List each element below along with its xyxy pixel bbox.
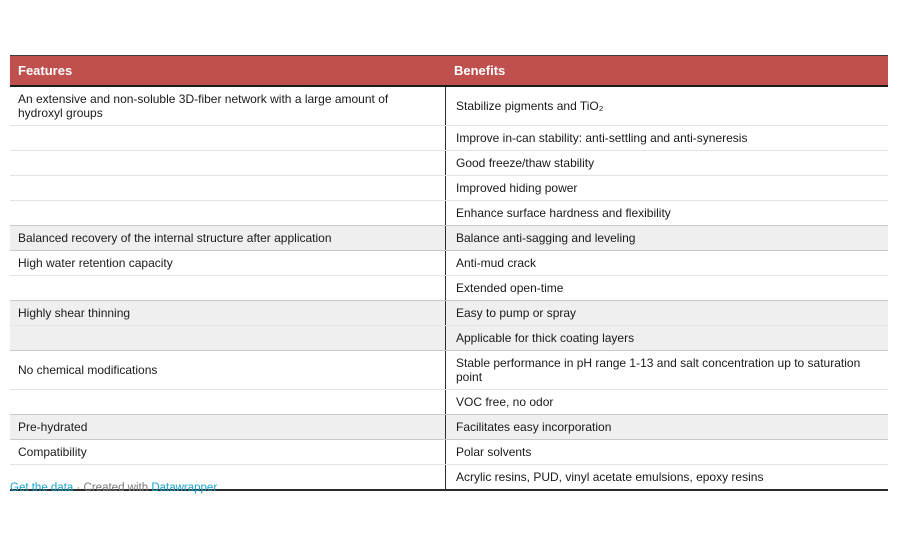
benefit-cell: Applicable for thick coating layers	[456, 331, 635, 345]
footer-separator: ·	[76, 482, 81, 494]
attribution-footer: Get the data · Created with Datawrapper	[10, 481, 217, 495]
table-row: Improved hiding power	[10, 176, 888, 201]
created-with-text: Created with	[83, 482, 149, 494]
benefit-cell: VOC free, no odor	[456, 395, 554, 409]
table-row: An extensive and non-soluble 3D-fiber ne…	[10, 87, 888, 126]
table-header-row: Features Benefits	[10, 56, 888, 87]
table-row: Extended open-time	[10, 276, 888, 301]
feature-cell	[10, 126, 446, 150]
table-row: VOC free, no odor	[10, 390, 888, 415]
table-row: Enhance surface hardness and flexibility	[10, 201, 888, 226]
feature-cell	[10, 390, 446, 414]
feature-cell	[10, 326, 446, 350]
feature-cell: Compatibility	[10, 440, 446, 464]
table-row: Balanced recovery of the internal struct…	[10, 226, 888, 251]
feature-cell	[10, 276, 446, 300]
benefit-cell: Extended open-time	[456, 281, 564, 295]
benefit-cell: Balance anti-sagging and leveling	[456, 231, 636, 245]
benefit-cell: Good freeze/thaw stability	[456, 156, 595, 170]
benefit-cell: Polar solvents	[456, 445, 532, 459]
column-header-benefits: Benefits	[454, 63, 506, 78]
table-row: Improve in-can stability: anti-settling …	[10, 126, 888, 151]
benefit-cell: Stable performance in pH range 1-13 and …	[456, 356, 861, 384]
table-row: Pre-hydrated Facilitates easy incorporati…	[10, 415, 888, 440]
feature-cell: Highly shear thinning	[10, 301, 446, 325]
benefit-cell: Acrylic resins, PUD, vinyl acetate emuls…	[456, 470, 764, 484]
table-row: No chemical modifications Stable performa…	[10, 351, 888, 390]
column-header-features: Features	[18, 63, 73, 78]
features-benefits-table: Features Benefits An extensive and non-s…	[10, 55, 888, 491]
feature-cell	[10, 151, 446, 175]
benefit-cell: Facilitates easy incorporation	[456, 420, 612, 434]
table-row: High water retention capacity Anti-mud cr…	[10, 251, 888, 276]
benefit-cell: Anti-mud crack	[456, 256, 537, 270]
table-row: Compatibility Polar solvents	[10, 440, 888, 465]
table-row: Acrylic resins, PUD, vinyl acetate emuls…	[10, 465, 888, 489]
feature-cell: No chemical modifications	[10, 351, 446, 389]
table-body: An extensive and non-soluble 3D-fiber ne…	[10, 87, 888, 489]
feature-cell: An extensive and non-soluble 3D-fiber ne…	[10, 87, 446, 125]
benefit-cell: Improve in-can stability: anti-settling …	[456, 131, 748, 145]
datawrapper-link[interactable]: Datawrapper	[151, 482, 218, 494]
get-the-data-link[interactable]: Get the data	[10, 482, 74, 494]
table-row: Good freeze/thaw stability	[10, 151, 888, 176]
benefit-cell: Stabilize pigments and TiO₂	[456, 99, 604, 113]
feature-cell	[10, 201, 446, 225]
table-row: Highly shear thinning Easy to pump or spr…	[10, 301, 888, 326]
feature-cell	[10, 465, 446, 489]
benefit-cell: Enhance surface hardness and flexibility	[456, 206, 671, 220]
table-row: Applicable for thick coating layers	[10, 326, 888, 351]
benefit-cell: Improved hiding power	[456, 181, 578, 195]
benefit-cell: Easy to pump or spray	[456, 306, 577, 320]
feature-cell	[10, 176, 446, 200]
feature-cell: Balanced recovery of the internal struct…	[10, 226, 446, 250]
feature-cell: High water retention capacity	[10, 251, 446, 275]
feature-cell: Pre-hydrated	[10, 415, 446, 439]
